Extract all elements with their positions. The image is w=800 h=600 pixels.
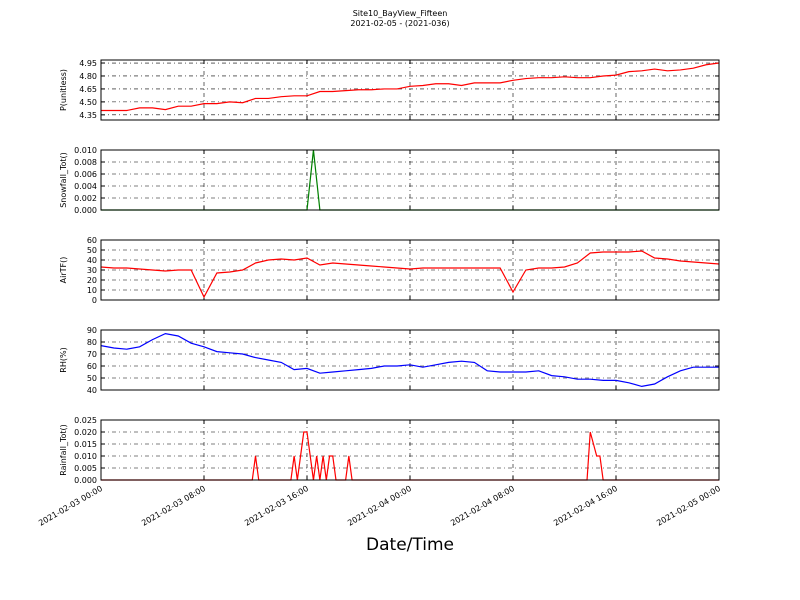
y-tick-label: 0.020 [74,428,97,437]
plot-frame [100,239,720,301]
y-tick-label: 4.95 [79,59,97,68]
y-tick-label: 90 [87,326,97,335]
y-tick-label: 20 [87,276,97,285]
y-tick-label: 10 [87,286,97,295]
y-axis-label: RH(%) [59,347,68,372]
data-line [100,332,719,388]
plot-frame [100,329,720,391]
subtitle: 2021-02-05 - (2021-036) [350,19,449,28]
y-tick-label: 40 [87,256,97,265]
y-tick-label: 0.010 [74,452,97,461]
y-tick-label: 0.005 [74,464,97,473]
y-axis-label: Snowfall_Tot() [59,152,68,208]
x-axis-label: Date/Time [366,535,454,555]
y-tick-label: 0.025 [74,416,97,425]
y-tick-label: 60 [87,236,97,245]
y-tick-label: 0 [92,296,97,305]
y-tick-label: 0.002 [74,194,97,203]
y-tick-label: 0.008 [74,158,97,167]
plot-frame [100,59,720,121]
y-axis-label: Rainfall_Tot() [59,424,68,476]
y-axis-label: AirTF() [59,257,68,284]
title: Site10_BayView_Fifteen [353,9,448,18]
y-tick-label: 70 [87,350,97,359]
data-line [101,431,719,481]
y-tick-label: 0.015 [74,440,97,449]
plot-frame [100,149,720,211]
y-tick-label: 80 [87,338,97,347]
y-axis-label: P(unitless) [59,69,68,111]
y-tick-label: 60 [87,362,97,371]
y-tick-label: 40 [87,386,97,395]
y-tick-label: 50 [87,246,97,255]
plot-frame [100,419,720,481]
y-tick-label: 0.010 [74,146,97,155]
y-tick-label: 0.000 [74,206,97,215]
data-line [101,62,720,112]
y-tick-label: 4.35 [79,111,97,120]
y-tick-label: 4.65 [79,85,97,94]
y-tick-label: 30 [87,266,97,275]
y-tick-label: 4.50 [79,98,97,107]
y-tick-label: 0.006 [74,170,97,179]
y-tick-label: 0.004 [74,182,97,191]
data-line [100,250,720,299]
y-tick-label: 50 [87,374,97,383]
y-tick-label: 0.000 [74,476,97,485]
y-tick-label: 4.80 [79,72,97,81]
